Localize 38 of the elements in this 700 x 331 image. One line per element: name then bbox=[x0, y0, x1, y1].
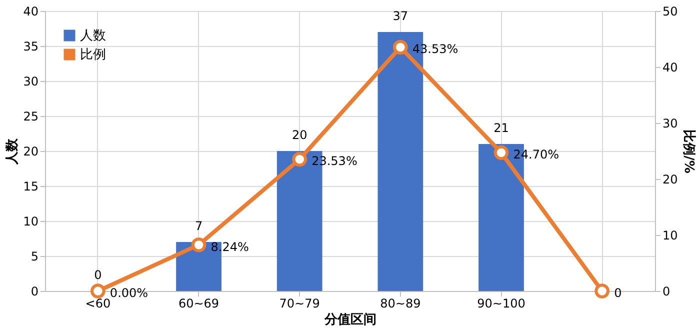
point bbox=[90, 284, 106, 298]
y-tick-label: 25 bbox=[23, 110, 38, 124]
data-label: 20 bbox=[292, 128, 308, 142]
y-tick-label: 30 bbox=[23, 74, 38, 88]
point bbox=[392, 40, 408, 55]
y2-axis-title: 比例/% bbox=[680, 130, 696, 174]
data-label: 0 bbox=[94, 268, 102, 282]
point bbox=[494, 145, 509, 160]
y2-tick-label: 30 bbox=[662, 116, 678, 130]
x-tick-label: 80~89 bbox=[380, 296, 421, 310]
y-tick-label: 40 bbox=[23, 4, 38, 18]
y-tick-label: 15 bbox=[23, 180, 38, 194]
y2-tick-label: 10 bbox=[662, 228, 678, 242]
point bbox=[594, 284, 610, 298]
y-tick-label: 20 bbox=[23, 144, 38, 158]
legend-label: 比例 bbox=[80, 48, 106, 62]
x-tick-label: 70~79 bbox=[279, 296, 320, 310]
data-label: 7 bbox=[194, 219, 203, 233]
y-axis-title: 人数 bbox=[5, 138, 20, 166]
point bbox=[191, 237, 206, 252]
y-tick-label: 0 bbox=[30, 284, 38, 298]
x-axis-title: 分值区间 bbox=[324, 312, 376, 328]
y-tick-label: 10 bbox=[23, 214, 38, 228]
y2-tick-label: 0 bbox=[662, 284, 670, 298]
x-tick-label: 90~100 bbox=[477, 296, 526, 310]
data-label: 21 bbox=[494, 121, 509, 135]
data-label: 0.00% bbox=[110, 286, 148, 300]
point bbox=[292, 152, 308, 167]
y-tick-label: 35 bbox=[23, 40, 38, 54]
y2-tick-label: 20 bbox=[662, 172, 678, 186]
legend-label: 人数 bbox=[80, 28, 106, 44]
y-tick-label: 5 bbox=[30, 250, 38, 264]
x-tick-label: 60~69 bbox=[178, 296, 220, 310]
y2-tick-label: 50 bbox=[662, 4, 678, 18]
x-tick-label: <60 bbox=[85, 296, 111, 310]
data-label: 37 bbox=[392, 9, 408, 23]
y2-tick-label: 40 bbox=[662, 60, 678, 74]
data-label: 0 bbox=[614, 286, 622, 300]
